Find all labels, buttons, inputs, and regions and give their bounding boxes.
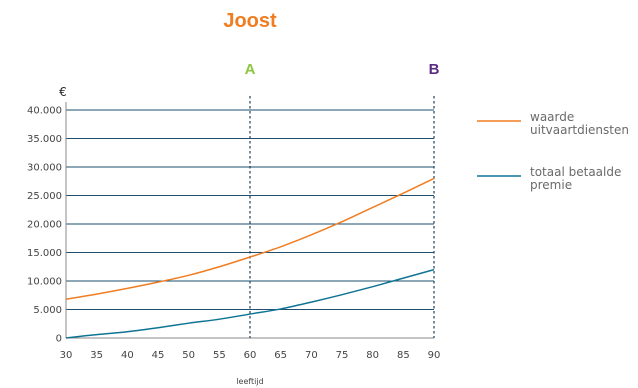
x-tick-label: 50 <box>182 350 195 361</box>
series-line <box>65 177 435 300</box>
y-tick-label: 20.000 <box>27 220 62 231</box>
x-tick-label: 30 <box>60 350 73 361</box>
y-tick-label: 5.000 <box>33 305 62 316</box>
series-line <box>65 268 435 339</box>
marker-label: A <box>245 61 256 78</box>
x-tick-label: 45 <box>152 350 165 361</box>
y-tick-label: 40.000 <box>27 106 62 117</box>
legend-label: premie <box>530 178 572 192</box>
x-axis-label: leeftijd <box>236 377 263 386</box>
y-tick-label: 35.000 <box>27 134 62 145</box>
x-tick-label: 35 <box>90 350 103 361</box>
x-tick-label: 55 <box>213 350 226 361</box>
marker-label: B <box>429 61 440 78</box>
y-tick-label: 0 <box>56 334 62 345</box>
x-tick-labels: 30 35 40 45 50 55 60 65 70 75 80 85 90 <box>60 350 441 361</box>
y-tick-label: 15.000 <box>27 248 62 259</box>
legend-label: waarde <box>530 110 574 124</box>
y-tick-label: 10.000 <box>27 277 62 288</box>
x-tick-label: 65 <box>274 350 287 361</box>
x-tick-label: 60 <box>244 350 257 361</box>
x-tick-label: 70 <box>305 350 318 361</box>
y-axis-unit-label: € <box>59 85 67 99</box>
x-tick-label: 40 <box>121 350 134 361</box>
x-tick-label: 85 <box>397 350 410 361</box>
x-tick-label: 75 <box>336 350 349 361</box>
x-tick-label: 90 <box>428 350 441 361</box>
legend-label: totaal betaalde <box>530 165 621 179</box>
series-lines <box>65 177 435 339</box>
y-tick-label: 30.000 <box>27 163 62 174</box>
y-tick-label: 25.000 <box>27 191 62 202</box>
y-tick-labels: 0 5.000 10.000 15.000 20.000 25.000 30.000 35.0… <box>27 106 62 345</box>
legend-label: uitvaartdiensten <box>530 123 629 137</box>
x-tick-label: 80 <box>366 350 379 361</box>
chart-title: Joost <box>223 10 277 32</box>
